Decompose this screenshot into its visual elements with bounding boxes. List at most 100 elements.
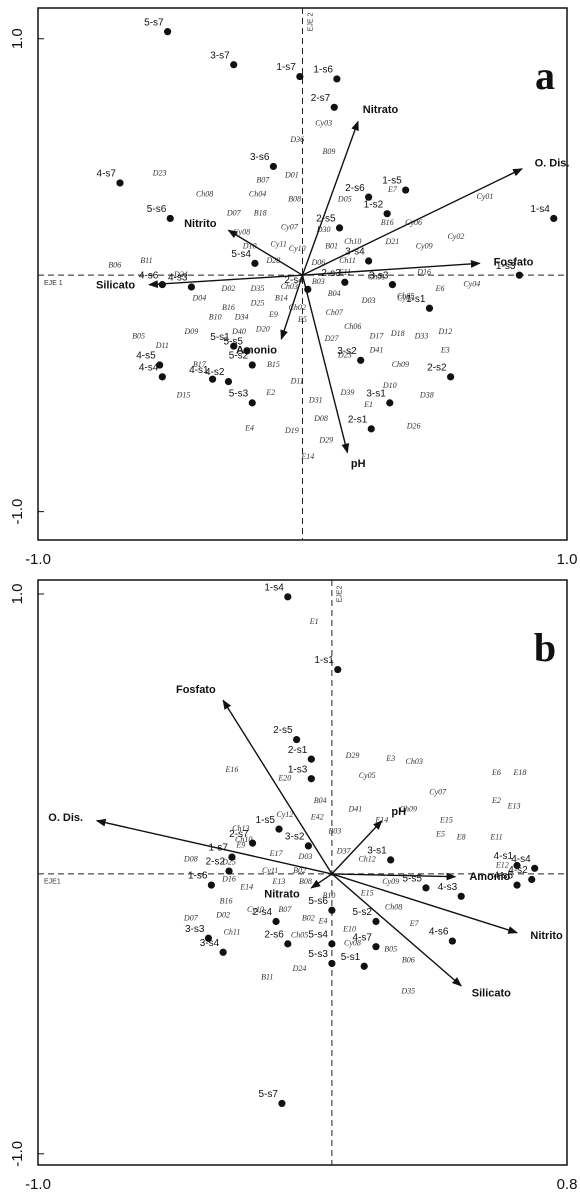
species-label: Cy08 — [233, 227, 250, 236]
species-label: Ch10 — [235, 835, 252, 844]
sample-point — [269, 162, 278, 171]
sample-label: 2-s2 — [427, 362, 447, 373]
species-label: D38 — [419, 391, 434, 400]
sample-label: 3-s3 — [369, 270, 389, 281]
species-label: D28 — [266, 256, 281, 265]
species-label: E5 — [297, 315, 307, 324]
species-label: B07 — [256, 175, 270, 184]
sample-point — [528, 875, 536, 884]
species-label: Cy03 — [315, 119, 332, 128]
sample-point — [448, 937, 456, 945]
species-label: B02 — [293, 866, 306, 875]
y-tick-label: -1.0 — [9, 499, 26, 525]
vector-arrow — [331, 820, 383, 875]
sample-label: 5-s5 — [224, 336, 244, 347]
x-axis-label: EJE 1 — [44, 280, 63, 287]
sample-point — [365, 193, 373, 201]
sample-point — [357, 356, 365, 364]
sample-label: 1-s1 — [314, 655, 334, 666]
species-label: B05 — [132, 331, 145, 340]
sample-point — [164, 28, 172, 36]
sample-point — [360, 962, 368, 970]
sample-point — [204, 934, 213, 942]
species-label: E14 — [374, 816, 388, 825]
sample-label: 3-s3 — [185, 924, 205, 935]
species-label: B07 — [278, 905, 292, 914]
sample-point — [422, 884, 430, 892]
sample-label: 5-s1 — [341, 952, 361, 963]
species-label: D19 — [284, 426, 299, 435]
y-tick-label: -1.0 — [9, 1141, 26, 1167]
vector-label: O. Dis. — [535, 157, 570, 169]
y-tick-label: 1.0 — [9, 584, 26, 605]
y-tick-label: 1.0 — [9, 28, 26, 49]
species-label: D17 — [369, 331, 385, 340]
vector-arrow — [301, 120, 359, 276]
sample-point — [335, 224, 344, 232]
vector-arrow — [310, 873, 333, 889]
plot-frame — [37, 579, 568, 1166]
species-label: Cy06 — [405, 218, 422, 227]
species-label: Cy07 — [281, 223, 299, 232]
sample-label: 1-s5 — [256, 815, 276, 826]
species-label: D25 — [221, 858, 236, 867]
sample-point — [228, 853, 236, 861]
sample-label: 3-s2 — [337, 346, 357, 357]
x-tick-label: -1.0 — [25, 551, 51, 568]
sample-point — [365, 257, 373, 265]
species-label: E6 — [491, 768, 501, 777]
sample-point — [334, 665, 342, 674]
species-label: E1 — [309, 617, 319, 626]
species-label: B10 — [323, 891, 336, 900]
species-label: D07 — [226, 209, 242, 218]
sample-label: 1-s3 — [496, 261, 516, 272]
sample-label: 2-s3 — [321, 268, 341, 279]
sample-point — [457, 892, 465, 900]
sample-label: 4-s7 — [97, 169, 117, 180]
species-label: Ch03 — [406, 757, 423, 766]
species-label: D08 — [183, 855, 198, 864]
sample-label: 4-s1 — [189, 365, 209, 376]
species-label: Ch10 — [344, 237, 361, 246]
species-label: B04 — [328, 289, 341, 298]
sample-label: 2-s7 — [229, 829, 249, 840]
sample-point — [447, 373, 455, 381]
species-label: D35 — [250, 284, 265, 293]
sample-label: 4-s3 — [168, 273, 188, 284]
species-label: B05 — [384, 944, 397, 953]
sample-label: 2-s5 — [316, 214, 336, 225]
sample-label: 3-s1 — [366, 389, 386, 400]
species-label: D24 — [173, 270, 188, 279]
sample-point — [207, 881, 215, 889]
sample-label: 4-s7 — [353, 932, 373, 943]
sample-label: 4-s3 — [438, 882, 458, 893]
species-label: E14 — [239, 883, 253, 892]
species-label: D12 — [437, 327, 452, 336]
sample-label: 1-s5 — [382, 176, 402, 187]
sample-point — [230, 61, 238, 69]
sample-label: 1-s7 — [276, 62, 296, 73]
species-label: B16 — [381, 218, 394, 227]
sample-point — [388, 281, 397, 289]
species-label: D15 — [176, 391, 191, 400]
sample-point — [158, 373, 166, 381]
species-label: D18 — [390, 329, 405, 338]
species-label: D11 — [290, 376, 304, 385]
species-label: Ch08 — [385, 902, 402, 911]
species-label: D01 — [284, 171, 299, 180]
sample-point — [284, 593, 292, 601]
sample-label: 1-s4 — [530, 204, 550, 215]
sample-label: 4-s2 — [508, 865, 528, 876]
species-label: Cy07 — [429, 788, 447, 797]
x-tick-label: -1.0 — [25, 1176, 51, 1193]
species-label: E13 — [507, 802, 521, 811]
species-label: E12 — [495, 860, 509, 869]
species-label: Cy04 — [463, 279, 480, 288]
species-label: B11 — [261, 972, 273, 981]
sample-point — [304, 285, 312, 293]
species-label: Cy10 — [289, 244, 306, 253]
species-label: D08 — [313, 414, 328, 423]
species-label: D29 — [318, 436, 333, 445]
sample-label: 2-s6 — [264, 930, 284, 941]
